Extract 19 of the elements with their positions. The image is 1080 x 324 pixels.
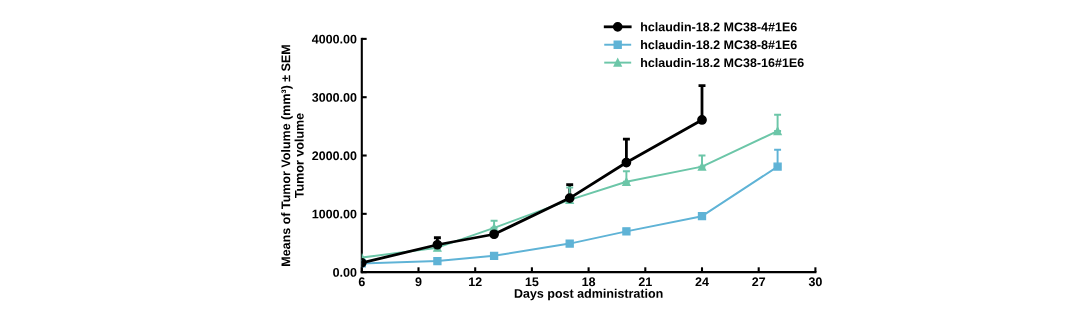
y-axis-title: Means of Tumor Volume (mm³) ± SEM Tumor volume	[281, 45, 304, 266]
y-tick-label: 0.00	[333, 267, 357, 277]
legend-label: hclaudin-18.2 MC38-8#1E6	[641, 40, 797, 50]
x-axis-title: Days post administration	[514, 288, 663, 301]
x-tick-label: 9	[415, 277, 422, 287]
x-tick-label: 6	[358, 277, 365, 287]
x-tick-label: 27	[752, 277, 766, 287]
x-tick-label: 12	[469, 277, 482, 287]
y-tick-label: 2000.00	[312, 151, 357, 161]
y-tick-label: 1000.00	[312, 209, 357, 219]
x-tick-label: 30	[808, 277, 822, 287]
x-tick-label: 24	[695, 277, 709, 287]
legend-label: hclaudin-18.2 MC38-4#1E6	[641, 22, 797, 32]
legend-label: hclaudin-18.2 MC38-16#1E6	[641, 57, 804, 68]
y-tick-label: 3000.00	[312, 93, 357, 102]
x-tick-label: 18	[582, 277, 596, 287]
x-tick-label: 21	[638, 277, 652, 287]
y-tick-label: 4000.00	[311, 34, 357, 44]
x-tick-label: 15	[525, 277, 539, 287]
